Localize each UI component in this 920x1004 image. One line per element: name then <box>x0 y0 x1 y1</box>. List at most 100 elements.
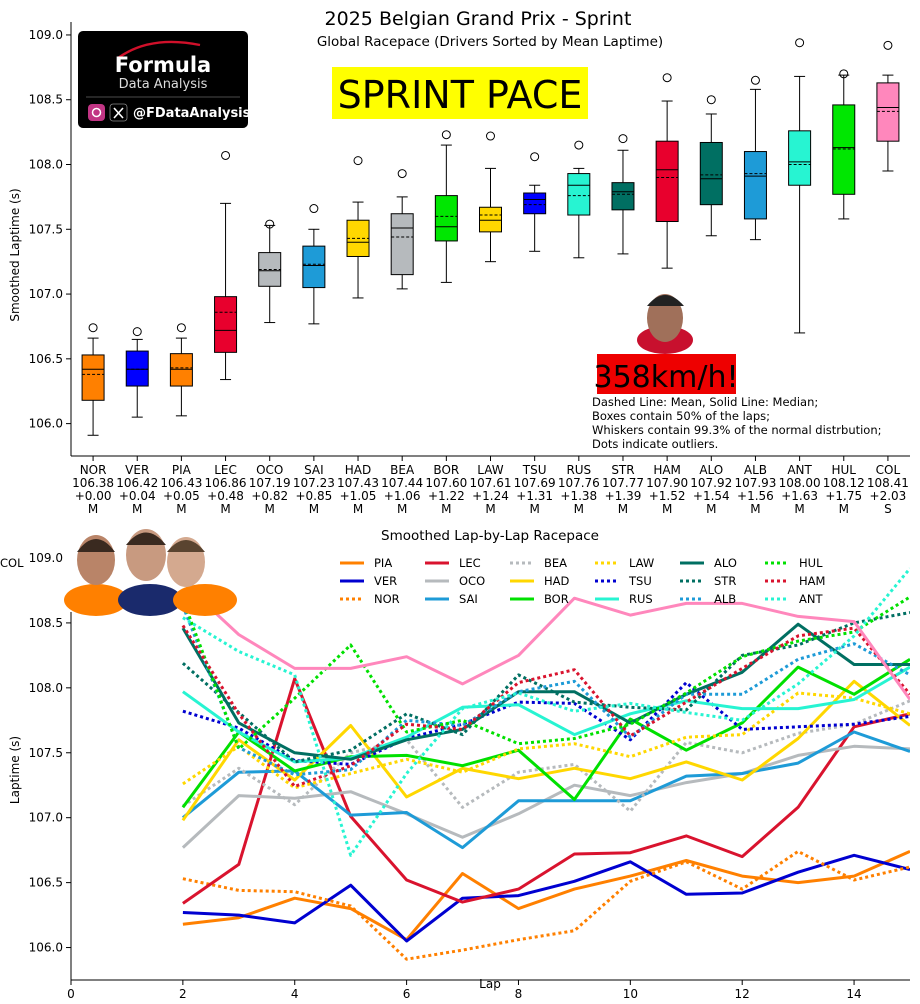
boxplot-x-tick-label: HAD <box>345 463 371 477</box>
chart-subtitle: Global Racepace (Drivers Sorted by Mean … <box>317 34 663 50</box>
boxplot-x-tick-label: LEC <box>214 463 237 477</box>
series-line-law <box>182 691 910 790</box>
boxplot-x-tick-label: ALO <box>699 463 723 477</box>
boxplot-x-tick-label: +0.85 <box>295 489 332 503</box>
box-outlier <box>530 152 540 162</box>
box-outlier <box>750 75 760 85</box>
box-body <box>214 296 238 353</box>
boxplot-x-tick-label: 107.19 <box>249 476 291 490</box>
boxplot-x-tick-label: M <box>662 502 672 516</box>
boxplot-x-tick-label: 108.41 <box>867 476 909 490</box>
legend-label: HAM <box>799 574 825 588</box>
boxplot-y-tick-label: 107.5 <box>29 222 63 236</box>
boxplot-x-tick-label: +1.05 <box>340 489 377 503</box>
box-outlier <box>176 323 186 333</box>
box-outlier <box>132 327 142 337</box>
boxplot-y-tick-label: 108.0 <box>29 158 63 172</box>
boxplot-x-tick-label: 107.93 <box>734 476 776 490</box>
linechart-x-tick-label: 10 <box>623 987 638 1000</box>
sprint-pace-text: SPRINT PACE <box>338 73 583 117</box>
driver-photos <box>64 529 242 616</box>
boxplot-x-tick-label: +1.22 <box>428 489 465 503</box>
legend-entry-had: HAD <box>510 574 570 588</box>
box-rus <box>567 140 591 259</box>
speed-badge <box>597 354 736 394</box>
legend-entry-ant: ANT <box>765 592 823 606</box>
boxplot-x-tick-label: HUL <box>832 463 857 477</box>
series-line-lec <box>182 677 910 905</box>
boxplot-x-tick-label: +1.39 <box>605 489 642 503</box>
box-ver <box>125 327 149 418</box>
legend-label: STR <box>714 574 736 588</box>
boxplot-x-tick-label: 106.86 <box>205 476 247 490</box>
box-bea <box>390 169 414 290</box>
series-line-sai <box>181 730 910 850</box>
box-oco <box>258 219 282 324</box>
box-body <box>81 354 105 401</box>
boxplot-axes: 106.0 106.5 107.0 107.5 108.0 108.5 109.0 <box>29 22 910 457</box>
legend-entry-law: LAW <box>595 556 654 570</box>
boxplot-x-tick-label: +0.82 <box>251 489 288 503</box>
boxplot-x-tick-label: +1.31 <box>516 489 553 503</box>
legend-entry-pia: PIA <box>340 556 392 570</box>
box-body <box>567 173 591 216</box>
legend-entry-ham: HAM <box>765 574 825 588</box>
legend-label: RUS <box>629 592 653 606</box>
box-body <box>655 140 679 223</box>
series-line-hul <box>181 595 910 751</box>
boxplot-x-tick-label: +0.04 <box>119 489 156 503</box>
legend-label: PIA <box>374 556 392 570</box>
box-body <box>390 213 414 276</box>
boxplot-x-tick-label: M <box>706 502 716 516</box>
box-body <box>302 245 326 289</box>
box-outlier <box>441 130 451 140</box>
legend-note-line: Boxes contain 50% of the laps; <box>592 409 770 423</box>
boxplot-x-tick-label: 107.61 <box>470 476 512 490</box>
linechart-y-tick-label: 107.5 <box>29 746 63 760</box>
boxplot-x-tick-label: +1.63 <box>781 489 818 503</box>
boxplot-x-tick-label: M <box>441 502 451 516</box>
legend-entry-oco: OCO <box>425 574 485 588</box>
box-ham <box>655 73 679 269</box>
boxplot-x-tick-label: +1.52 <box>649 489 686 503</box>
boxplot-y-tick-label: 106.0 <box>29 417 63 431</box>
boxplot-x-tick-label: +1.75 <box>825 489 862 503</box>
linechart-title: Smoothed Lap-by-Lap Racepace <box>381 528 599 544</box>
boxplot-x-tick-label: TSU <box>522 463 547 477</box>
box-body <box>434 195 458 242</box>
box-nor <box>81 323 105 436</box>
box-str <box>611 134 635 255</box>
linechart-marks <box>181 567 910 961</box>
linechart-x-tick-label: 6 <box>403 987 411 1000</box>
box-had <box>346 156 370 299</box>
boxplot-x-tick-label: ANT <box>787 463 812 477</box>
linechart-x-tick-label: 8 <box>515 987 523 1000</box>
box-outlier <box>662 73 672 83</box>
box-alb <box>743 75 767 241</box>
boxplot-x-tick-label: PIA <box>172 463 192 477</box>
series-line-bor <box>181 658 910 809</box>
boxplot-y-tick-label: 106.5 <box>29 352 63 366</box>
series-line-alb <box>181 605 910 777</box>
boxplot-x-tick-label: VER <box>125 463 149 477</box>
box-outlier <box>706 95 716 105</box>
legend-note-line: Whiskers contain 99.3% of the normal dis… <box>592 423 882 437</box>
boxplot-x-tick-label: M <box>574 502 584 516</box>
boxplot-x-tick-label: M <box>353 502 363 516</box>
boxplot-y-label: Smoothed Laptime (s) <box>8 188 22 321</box>
legend-label: ALO <box>714 556 737 570</box>
series-line-ham <box>181 624 910 788</box>
legend-label: SAI <box>459 592 478 606</box>
linechart-x-tick-label: 14 <box>846 987 861 1000</box>
boxplot-x-tick-label: 106.38 <box>72 476 114 490</box>
legend-label: OCO <box>459 574 485 588</box>
boxplot-x-tick-label: M <box>309 502 319 516</box>
series-line-alo <box>181 622 910 761</box>
sprint-pace-banner <box>332 67 588 119</box>
box-alo <box>699 95 723 237</box>
box-body <box>125 350 149 387</box>
legend-label: ANT <box>799 592 823 606</box>
legend-note: Dashed Line: Mean, Solid Line: Median; B… <box>592 395 882 451</box>
